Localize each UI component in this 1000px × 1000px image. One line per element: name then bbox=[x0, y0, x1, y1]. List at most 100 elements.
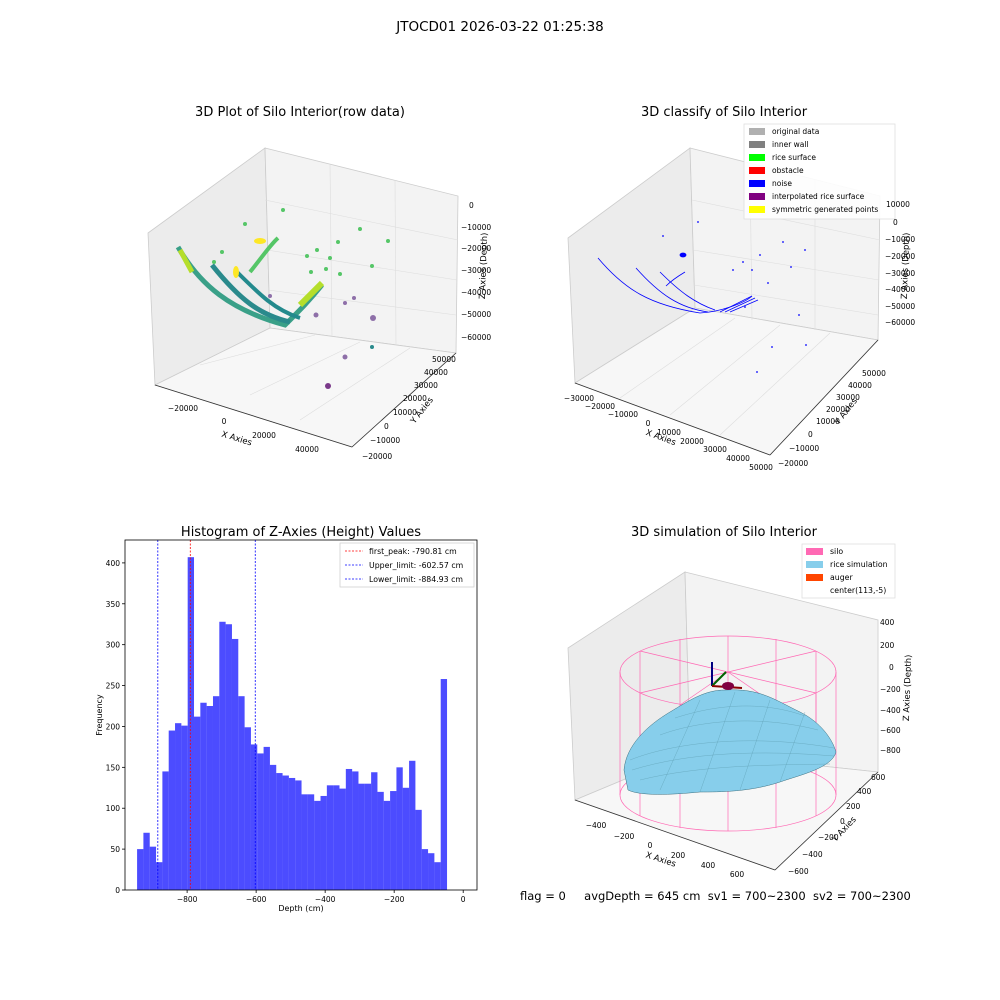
svg-text:−50000: −50000 bbox=[461, 310, 491, 319]
y-tick-label: 300 bbox=[106, 641, 121, 650]
histogram-bar bbox=[276, 773, 283, 890]
svg-text:−20000: −20000 bbox=[885, 252, 915, 261]
simulation-3d-panel: 3D simulation of Silo Interior bbox=[567, 525, 914, 879]
svg-text:−10000: −10000 bbox=[885, 235, 915, 244]
histogram-bar bbox=[257, 753, 264, 890]
svg-text:20000: 20000 bbox=[826, 405, 850, 414]
svg-text:0: 0 bbox=[646, 419, 651, 428]
svg-text:10000: 10000 bbox=[657, 428, 681, 437]
classify-legend: original data inner wall rice surface ob… bbox=[743, 123, 896, 220]
x-tick-label: −800 bbox=[177, 895, 198, 904]
histogram-bar bbox=[149, 846, 157, 890]
svg-text:−10000: −10000 bbox=[461, 223, 491, 232]
classify-axes-box bbox=[567, 147, 881, 456]
sv2-value: sv2 = 700~2300 bbox=[812, 889, 911, 903]
svg-text:50000: 50000 bbox=[862, 369, 886, 378]
histogram-bar bbox=[415, 809, 422, 890]
svg-text:−20000: −20000 bbox=[362, 452, 392, 461]
svg-text:silo: silo bbox=[830, 547, 843, 556]
svg-text:0: 0 bbox=[808, 430, 813, 439]
histogram-ylabel: Frequency bbox=[95, 694, 104, 736]
svg-text:−10000: −10000 bbox=[370, 436, 400, 445]
histogram-bar bbox=[263, 746, 270, 890]
svg-text:30000: 30000 bbox=[703, 445, 727, 454]
svg-text:50000: 50000 bbox=[432, 355, 456, 364]
svg-text:−60000: −60000 bbox=[885, 318, 915, 327]
classify-3d-panel: 3D classify of Silo Interior bbox=[564, 105, 915, 472]
histogram-frame bbox=[124, 539, 478, 891]
histogram-panel: Histogram of Z-Axies (Height) Values −80… bbox=[95, 525, 478, 913]
histogram-title: Histogram of Z-Axies (Height) Values bbox=[181, 525, 421, 540]
flag-value: flag = 0 bbox=[520, 889, 566, 903]
histogram-bar bbox=[301, 794, 308, 890]
figure-suptitle: JTOCD01 2026-03-22 01:25:38 bbox=[395, 19, 604, 35]
raw-zlabel: Z Axies (Depth) bbox=[478, 232, 490, 299]
histogram-bar bbox=[231, 638, 239, 890]
histogram-bar bbox=[345, 768, 353, 890]
y-tick-label: 0 bbox=[115, 886, 120, 895]
svg-text:obstacle: obstacle bbox=[772, 166, 804, 175]
histogram-bar bbox=[162, 771, 169, 890]
histogram-bar bbox=[269, 764, 277, 890]
svg-text:center(113,-5): center(113,-5) bbox=[830, 586, 886, 595]
svg-text:10000: 10000 bbox=[393, 408, 417, 417]
histogram-bar bbox=[307, 794, 315, 890]
histogram-bar bbox=[225, 624, 232, 890]
y-tick-label: 150 bbox=[106, 763, 121, 772]
svg-text:0: 0 bbox=[222, 417, 227, 426]
histogram-bar bbox=[358, 783, 365, 890]
svg-text:−20000: −20000 bbox=[168, 404, 198, 413]
svg-text:10000: 10000 bbox=[816, 417, 840, 426]
svg-text:400: 400 bbox=[880, 618, 895, 627]
status-footer: flag = 0 avgDepth = 645 cm sv1 = 700~230… bbox=[520, 889, 911, 903]
svg-text:−20000: −20000 bbox=[585, 402, 615, 411]
y-tick-label: 100 bbox=[106, 804, 121, 813]
svg-text:40000: 40000 bbox=[295, 445, 319, 454]
histogram-bar bbox=[326, 785, 334, 890]
svg-text:−40000: −40000 bbox=[885, 285, 915, 294]
raw-axes-box bbox=[147, 147, 459, 448]
svg-text:20000: 20000 bbox=[680, 437, 704, 446]
classify-zlabel: Z Axies (Depth) bbox=[900, 232, 912, 299]
histogram-bar bbox=[250, 744, 258, 890]
legend-lower-limit: Lower_limit: -884.93 cm bbox=[369, 575, 463, 584]
svg-text:−600: −600 bbox=[788, 867, 809, 876]
rice-simulation-surface bbox=[623, 689, 837, 795]
svg-text:20000: 20000 bbox=[403, 394, 427, 403]
svg-text:−600: −600 bbox=[880, 726, 901, 735]
svg-text:symmetric generated points: symmetric generated points bbox=[772, 205, 878, 214]
svg-text:200: 200 bbox=[880, 641, 895, 650]
svg-text:20000: 20000 bbox=[252, 431, 276, 440]
svg-text:0: 0 bbox=[889, 663, 894, 672]
histogram-bar bbox=[295, 780, 302, 890]
histogram-bars bbox=[137, 557, 448, 890]
x-tick-label: −600 bbox=[246, 895, 267, 904]
svg-text:10000: 10000 bbox=[886, 200, 910, 209]
auger-marker bbox=[711, 662, 743, 690]
histogram-reference-lines bbox=[157, 540, 256, 890]
svg-text:−800: −800 bbox=[880, 746, 901, 755]
simulation-panel-title: 3D simulation of Silo Interior bbox=[631, 525, 818, 540]
svg-text:rice surface: rice surface bbox=[772, 153, 816, 162]
histogram-bar bbox=[156, 862, 163, 890]
raw-xlabel: X Axies bbox=[220, 430, 253, 449]
histogram-bar bbox=[143, 832, 150, 890]
svg-text:−400: −400 bbox=[802, 850, 823, 859]
histogram-legend: first_peak: -790.81 cm Upper_limit: -602… bbox=[339, 542, 475, 588]
svg-text:40000: 40000 bbox=[726, 454, 750, 463]
svg-text:−40000: −40000 bbox=[461, 288, 491, 297]
svg-text:0: 0 bbox=[384, 422, 389, 431]
svg-text:600: 600 bbox=[730, 870, 745, 879]
svg-text:0: 0 bbox=[893, 218, 898, 227]
svg-text:−400: −400 bbox=[586, 821, 607, 830]
svg-text:−200: −200 bbox=[880, 685, 901, 694]
svg-text:0: 0 bbox=[469, 201, 474, 210]
svg-text:−20000: −20000 bbox=[461, 244, 491, 253]
classify-axis-ticks: −30000 −20000 −10000 0 10000 20000 30000… bbox=[564, 200, 915, 472]
simulation-axis-ticks: −400 −200 0 200 400 600 −600 −400 −200 0… bbox=[586, 618, 901, 879]
svg-text:−30000: −30000 bbox=[461, 266, 491, 275]
histogram-bar bbox=[282, 775, 289, 890]
y-tick-label: 350 bbox=[106, 600, 121, 609]
histogram-xlabel: Depth (cm) bbox=[278, 904, 323, 913]
y-tick-label: 400 bbox=[106, 559, 121, 568]
